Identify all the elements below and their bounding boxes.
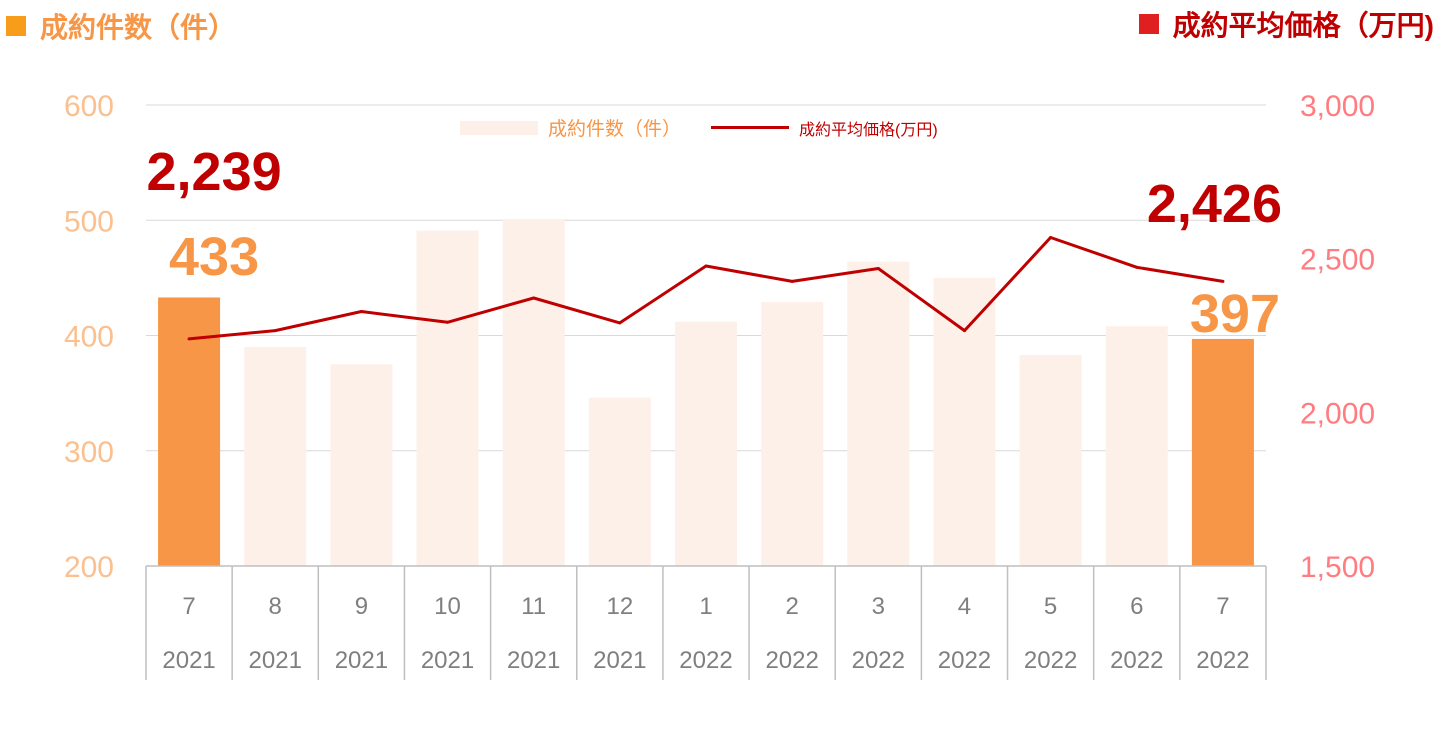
month-tick-label: 11 — [521, 593, 546, 620]
count-bar — [588, 397, 651, 566]
count-bar — [330, 364, 393, 566]
month-tick-label: 2 — [785, 593, 798, 620]
year-tick-label: 2022 — [938, 647, 991, 674]
price-point — [618, 321, 622, 325]
year-tick-label: 2021 — [593, 647, 646, 674]
price-point — [273, 329, 277, 333]
price-point — [1135, 265, 1139, 269]
legend-line-swatch — [711, 126, 790, 129]
year-tick-label: 2022 — [852, 647, 905, 674]
month-tick-label: 8 — [269, 593, 282, 620]
left-axis-tick-label: 400 — [64, 321, 114, 354]
right-axis-tick-label: 1,500 — [1300, 551, 1375, 584]
price-data-label: 2,239 — [147, 142, 282, 202]
month-tick-label: 9 — [355, 593, 368, 620]
right-axis-tick-label: 3,000 — [1300, 90, 1375, 123]
price-data-label: 2,426 — [1147, 174, 1282, 234]
year-tick-label: 2022 — [1110, 647, 1163, 674]
legend-count-label: 成約件数（件） — [548, 119, 682, 140]
year-tick-label: 2021 — [162, 647, 215, 674]
year-tick-label: 2022 — [679, 647, 732, 674]
count-bar — [502, 219, 565, 566]
count-bar-highlight — [158, 297, 221, 566]
price-point — [1221, 279, 1225, 283]
month-tick-label: 5 — [1044, 593, 1057, 620]
price-square-icon — [1138, 14, 1159, 34]
left-axis-tick-label: 200 — [64, 551, 114, 584]
month-tick-label: 6 — [1130, 593, 1143, 620]
year-tick-label: 2021 — [507, 647, 560, 674]
price-axis-header: 成約平均価格（万円) — [1138, 4, 1434, 44]
count-bar — [416, 230, 479, 566]
count-bar — [847, 261, 910, 566]
year-tick-label: 2021 — [421, 647, 474, 674]
month-tick-label: 12 — [606, 593, 633, 620]
count-data-label: 397 — [1190, 284, 1280, 344]
price-point — [359, 310, 363, 314]
price-point — [704, 264, 708, 268]
year-tick-label: 2021 — [335, 647, 388, 674]
right-axis-tick-label: 2,000 — [1300, 397, 1375, 430]
count-bar — [675, 321, 737, 566]
count-bar — [1105, 326, 1168, 566]
count-bar — [761, 302, 824, 566]
month-tick-label: 10 — [434, 593, 461, 620]
price-point — [876, 267, 880, 271]
right-axis-tick-label: 2,500 — [1300, 244, 1375, 277]
legend-bar-swatch — [460, 120, 538, 135]
left-axis-tick-label: 300 — [64, 436, 114, 469]
count-square-icon — [6, 16, 26, 36]
month-tick-label: 7 — [1216, 593, 1229, 620]
year-tick-label: 2021 — [249, 647, 302, 674]
price-axis-title: 成約平均価格（万円) — [1172, 10, 1434, 41]
count-bar — [933, 277, 996, 566]
count-axis-header: 成約件数（件） — [6, 6, 236, 46]
month-tick-label: 3 — [872, 593, 885, 620]
price-point — [187, 337, 191, 341]
count-bar-highlight — [1191, 338, 1254, 566]
price-point — [532, 296, 536, 300]
count-axis-title: 成約件数（件） — [40, 12, 237, 43]
price-point — [790, 279, 794, 283]
year-tick-label: 2022 — [765, 647, 818, 674]
count-bar — [244, 347, 307, 566]
legend-price-label: 成約平均価格(万円) — [799, 121, 938, 139]
month-tick-label: 7 — [182, 593, 195, 620]
price-point — [962, 329, 966, 333]
chart-legend: 成約件数（件） 成約平均価格(万円) — [460, 114, 938, 141]
count-bar — [1019, 355, 1082, 566]
left-axis-tick-label: 500 — [64, 205, 114, 238]
year-tick-label: 2022 — [1024, 647, 1077, 674]
price-point — [1049, 235, 1053, 239]
count-data-label: 433 — [169, 227, 259, 287]
month-tick-label: 4 — [958, 593, 971, 620]
year-tick-label: 2022 — [1196, 647, 1249, 674]
left-axis-tick-label: 600 — [64, 90, 114, 123]
price-point — [446, 320, 450, 324]
month-tick-label: 1 — [699, 593, 712, 620]
